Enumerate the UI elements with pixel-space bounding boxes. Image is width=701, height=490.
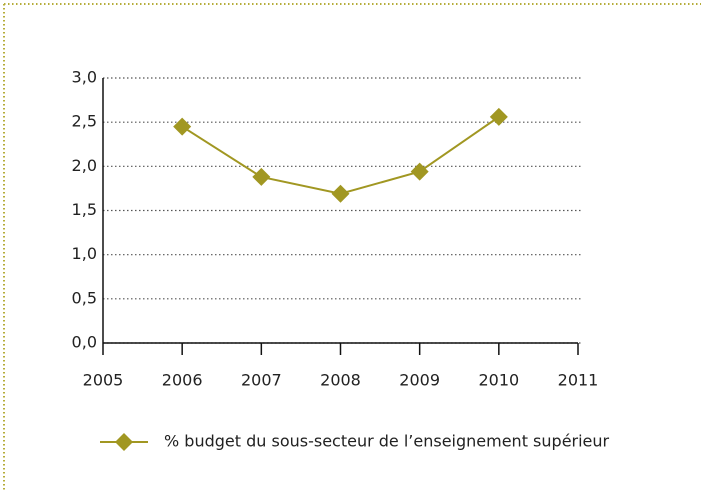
x-tick-label: 2009 (399, 371, 440, 390)
x-tick-label: 2005 (83, 371, 124, 390)
point-marker (173, 117, 192, 136)
point-marker (489, 107, 508, 126)
point-marker (410, 162, 429, 181)
x-tick-label: 2006 (162, 371, 203, 390)
y-tick-label: 1,5 (72, 200, 97, 219)
y-tick-label: 0,0 (72, 333, 97, 352)
legend-marker (115, 433, 133, 451)
legend-label: % budget du sous-secteur de l’enseigneme… (164, 432, 610, 451)
y-tick-label: 2,0 (72, 156, 97, 175)
y-tick-label: 2,5 (72, 112, 97, 131)
point-marker (252, 167, 271, 186)
point-marker (331, 184, 350, 203)
y-tick-label: 3,0 (72, 68, 97, 87)
series-line (181, 116, 500, 195)
x-tick-label: 2007 (241, 371, 282, 390)
y-tick-label: 0,5 (72, 288, 97, 307)
y-tick-label: 1,0 (72, 244, 97, 263)
x-tick-label: 2011 (558, 371, 599, 390)
x-tick-label: 2008 (320, 371, 361, 390)
x-tick-label: 2010 (478, 371, 519, 390)
